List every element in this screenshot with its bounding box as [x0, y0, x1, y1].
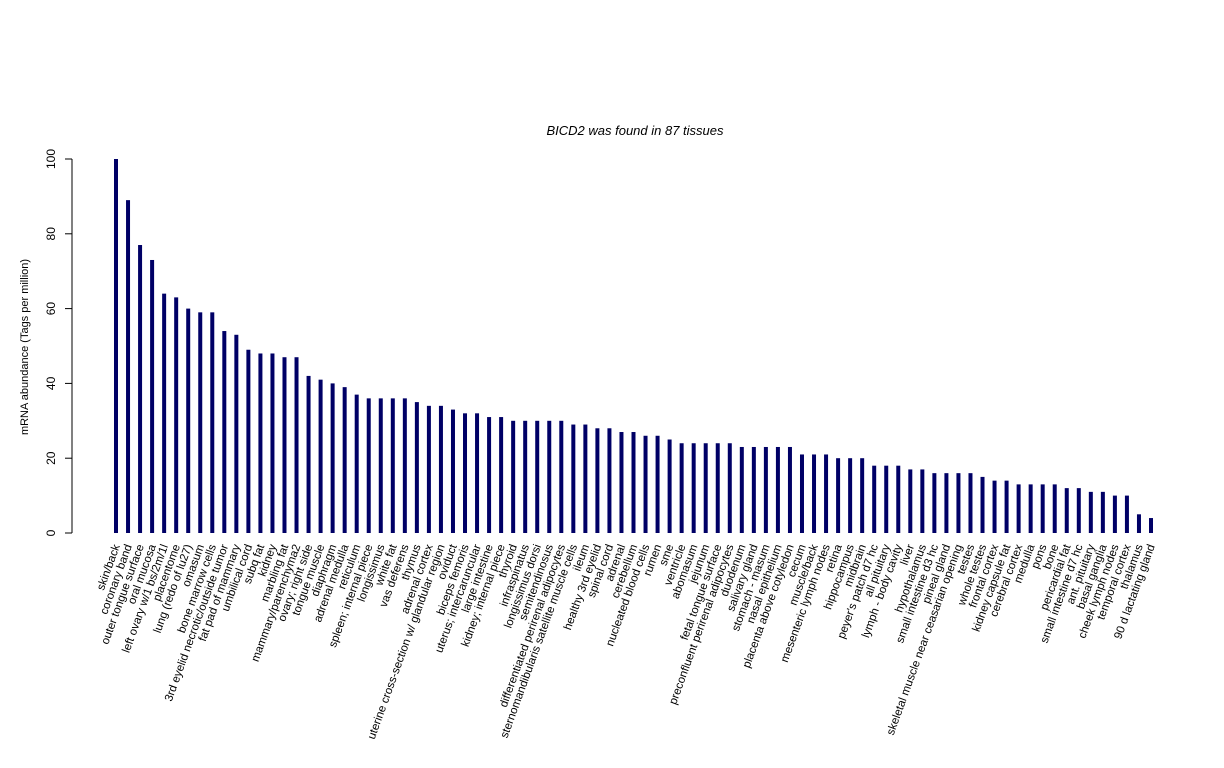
bar: [571, 424, 576, 533]
bar: [246, 349, 251, 533]
bar: [294, 357, 299, 533]
bar: [920, 469, 925, 533]
bar: [1052, 484, 1057, 533]
bar: [932, 473, 937, 533]
bar: [210, 312, 215, 533]
bar: [366, 398, 371, 533]
bar: [282, 357, 287, 533]
bar: [1149, 518, 1153, 533]
bar: [1124, 495, 1129, 533]
bar: [836, 458, 841, 533]
bar: [186, 308, 191, 533]
bar: [1040, 484, 1045, 533]
bar: [727, 443, 732, 533]
bar: [162, 293, 167, 533]
bar: [438, 405, 443, 533]
bar: [775, 446, 780, 533]
bar: [475, 413, 480, 533]
bar: [463, 413, 468, 533]
y-tick-label: 20: [44, 451, 58, 465]
bar: [908, 469, 913, 533]
bar: [799, 454, 804, 533]
bar: [619, 432, 624, 533]
bar: [715, 443, 720, 533]
bar: [318, 379, 323, 533]
bar: [968, 473, 973, 533]
bar: [739, 446, 744, 533]
bar: [667, 439, 672, 533]
bar: [306, 375, 311, 533]
bar: [944, 473, 949, 533]
bar: [535, 420, 540, 533]
bar: [1076, 488, 1081, 533]
bar: [631, 432, 636, 533]
bar: [848, 458, 853, 533]
bar: [896, 465, 901, 533]
bar: [222, 331, 227, 533]
bar: [487, 417, 492, 533]
bar: [1112, 495, 1117, 533]
bar: [679, 443, 684, 533]
bar: [138, 245, 143, 533]
bar: [354, 394, 359, 533]
bar: [812, 454, 817, 533]
bar: [402, 398, 407, 533]
bar: [992, 480, 997, 533]
bar: [390, 398, 395, 533]
bar: [884, 465, 889, 533]
y-tick-label: 40: [44, 376, 58, 390]
y-axis: 0 20 40 60 80 100: [44, 149, 73, 536]
bar: [511, 420, 516, 533]
bar: [751, 446, 756, 533]
bar: [114, 159, 118, 533]
y-axis-label: mRNA abundance (Tags per million): [19, 259, 31, 435]
bar: [426, 405, 431, 533]
bar: [1004, 480, 1009, 533]
chart-title: BICD2 was found in 87 tissues: [546, 123, 724, 138]
y-tick-label: 60: [44, 302, 58, 316]
bar: [607, 428, 612, 533]
bar: [1136, 514, 1141, 533]
bar: [559, 420, 564, 533]
bar: [330, 383, 335, 533]
bar: [378, 398, 383, 533]
bar: [198, 312, 203, 533]
bar: [655, 435, 660, 533]
bar: [258, 353, 263, 533]
bar: [174, 297, 179, 533]
bar: [547, 420, 552, 533]
bar: [414, 402, 419, 533]
bar: [1028, 484, 1033, 533]
bar: [150, 259, 155, 533]
bar: [1088, 491, 1093, 533]
bar: [523, 420, 528, 533]
bar: [583, 424, 588, 533]
bar: [270, 353, 275, 533]
bar: [691, 443, 696, 533]
y-tick-label: 80: [44, 227, 58, 241]
bar: [763, 446, 768, 533]
bar: [1016, 484, 1021, 533]
bar: [703, 443, 708, 533]
bar: [1064, 488, 1069, 533]
bar: [956, 473, 961, 533]
bar: [450, 409, 455, 533]
bar: [824, 454, 829, 533]
bar: [860, 458, 865, 533]
bar: [342, 387, 347, 533]
y-tick-label: 100: [44, 149, 58, 169]
bars-group: [114, 159, 1153, 533]
bar: [787, 446, 792, 533]
bar: [872, 465, 877, 533]
bar: [980, 476, 985, 533]
bar: [126, 200, 131, 533]
bar: [499, 417, 504, 533]
y-tick-label: 0: [44, 529, 58, 536]
bar: [595, 428, 600, 533]
bar: [234, 334, 239, 533]
bar: [643, 435, 648, 533]
bar: [1100, 491, 1105, 533]
